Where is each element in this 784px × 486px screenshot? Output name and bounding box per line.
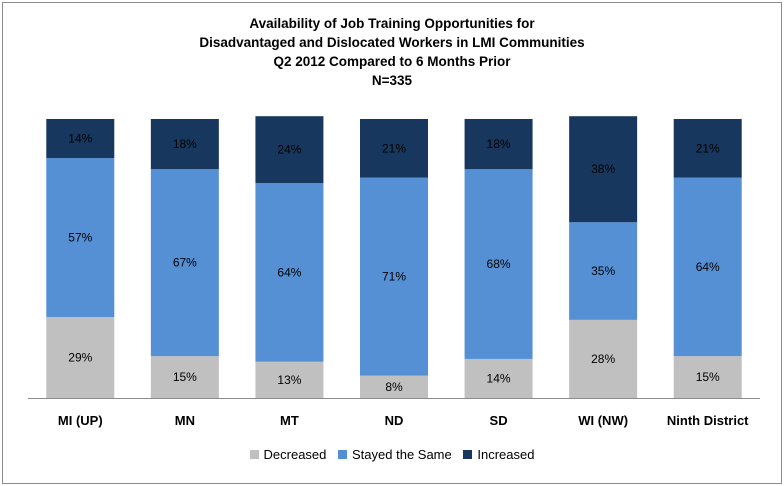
bar-mn-decreased [150,356,219,398]
data-label-wi-nw-increased: 38% [591,162,615,176]
bar-ninth-district-stayed-the-same [673,177,742,357]
data-label-wi-nw-decreased: 28% [591,352,615,366]
data-label-mn-increased: 18% [173,137,197,151]
bar-nd-increased [360,119,428,178]
bar-mt-increased [255,116,324,184]
bar-wi-nw-increased [569,116,638,223]
bar-nd-stayed-the-same [360,177,428,376]
data-label-sd-stayed-the-same: 68% [487,257,511,271]
chart-title-line-1: Availability of Job Training Opportuniti… [249,16,535,31]
legend-label-increased: Increased [477,447,535,462]
chart-title-line-3: Q2 2012 Compared to 6 Months Prior [273,54,511,69]
chart-title-line-4: N=335 [371,73,413,88]
bar-mi-up-stayed-the-same [46,158,115,318]
data-label-ninth-district-stayed-the-same: 64% [696,260,720,274]
data-label-mn-decreased: 15% [173,370,197,384]
bar-ninth-district-increased [673,119,742,178]
category-label-nd: ND [385,413,404,428]
bar-mi-up-decreased [46,317,115,398]
legend-item-decreased: Decreased [249,447,327,462]
legend-item-increased: Increased [463,447,534,462]
category-label-ninth-district: Ninth District [667,413,749,428]
legend-swatch-increased [463,450,473,459]
category-label-sd: SD [490,413,508,428]
data-label-mi-up-stayed-the-same: 57% [68,231,92,245]
category-label-mi-up: MI (UP) [58,413,103,428]
data-label-nd-decreased: 8% [385,380,403,394]
bar-mt-stayed-the-same [255,183,324,362]
legend-label-stayed-the-same: Stayed the Same [352,447,452,462]
bar-ninth-district-decreased [673,356,742,398]
data-label-ninth-district-decreased: 15% [696,370,720,384]
bar-wi-nw-decreased [569,319,638,398]
bar-nd-decreased [360,375,428,398]
data-label-mi-up-increased: 14% [68,132,92,146]
data-label-mt-decreased: 13% [277,373,301,387]
data-label-mt-stayed-the-same: 64% [277,265,301,279]
legend-item-stayed-the-same: Stayed the Same [338,447,452,462]
data-label-sd-decreased: 14% [487,371,511,385]
legend-swatch-stayed-the-same [338,450,348,459]
data-label-mn-stayed-the-same: 67% [173,256,197,270]
bar-sd-stayed-the-same [464,169,533,359]
bar-sd-decreased [464,358,533,398]
bar-mn-increased [150,119,219,170]
bar-sd-increased [464,119,533,170]
data-label-nd-increased: 21% [382,141,406,155]
data-label-ninth-district-increased: 21% [696,141,720,155]
category-label-mn: MN [175,413,195,428]
chart-title-line-2: Disadvantaged and Dislocated Workers in … [199,35,585,50]
bar-wi-nw-stayed-the-same [569,222,638,320]
bar-mt-decreased [255,361,324,398]
data-label-wi-nw-stayed-the-same: 35% [591,264,615,278]
data-label-mi-up-decreased: 29% [68,351,92,365]
bar-mi-up-increased [46,119,115,159]
legend-label-decreased: Decreased [263,447,327,462]
legend-swatch-decreased [249,450,259,459]
data-label-mt-increased: 24% [277,143,301,157]
category-label-mt: MT [280,413,299,428]
data-label-nd-stayed-the-same: 71% [382,270,406,284]
data-label-sd-increased: 18% [487,137,511,151]
legend: Decreased Stayed the Same Increased [0,447,784,462]
chart-title: Availability of Job Training Opportuniti… [0,14,784,90]
category-label-wi-nw: WI (NW) [578,413,628,428]
bar-mn-stayed-the-same [150,169,219,357]
